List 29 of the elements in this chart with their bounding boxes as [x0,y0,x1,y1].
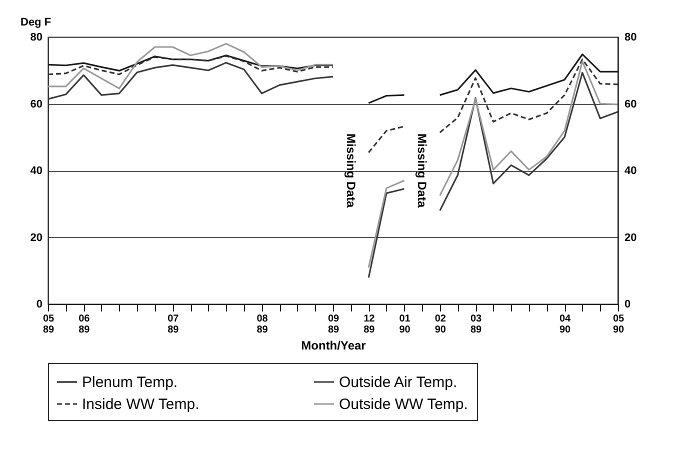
x-tick-label: 01 90 [399,314,411,336]
x-tick-label: 05 89 [42,314,54,336]
y-axis-title: Deg F [20,16,52,28]
y2-tick-label: 20 [624,232,637,244]
legend-label: Outside WW Temp. [339,396,468,413]
x-tick-label: 05 90 [612,314,624,336]
y2-tick-label: 60 [624,98,637,110]
y-tick-label: 20 [30,232,42,244]
annotation: Missing Data [415,133,430,208]
x-tick-label: 12 89 [364,314,376,336]
legend-label: Inside WW Temp. [82,396,200,413]
x-tick-label: 08 89 [256,314,268,336]
y-tick-label: 40 [30,165,42,177]
x-tick-label: 03 89 [470,314,482,336]
legend-label: Outside Air Temp. [339,374,458,391]
x-tick-label: 06 89 [78,314,90,336]
x-tick-label: 09 89 [328,314,340,336]
y-tick-label: 60 [30,98,42,110]
y-tick-label: 0 [36,298,42,310]
x-axis-title: Month/Year [301,338,366,352]
annotation: Missing Data [344,133,358,208]
legend-label: Plenum Temp. [82,374,178,391]
x-tick-label: 07 89 [168,314,180,336]
y-tick-label: 80 [30,32,42,44]
y2-tick-label: 40 [624,165,637,177]
y2-tick-label: 80 [624,32,637,44]
y2-tick-label: 0 [624,298,631,310]
x-tick-label: 02 90 [434,314,446,336]
x-tick-label: 04 90 [560,314,572,336]
